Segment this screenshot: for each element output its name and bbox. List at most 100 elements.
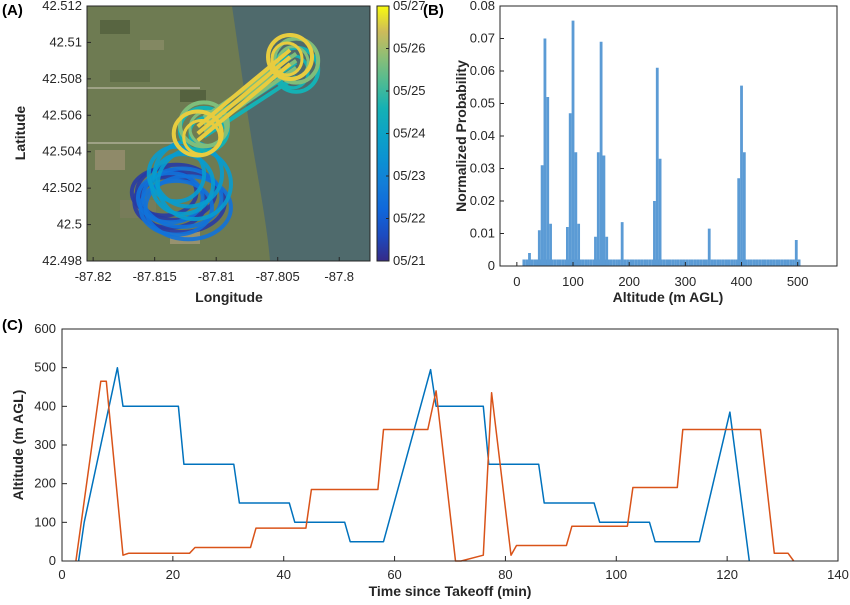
map-axes-box — [86, 5, 371, 262]
map-x-tick-label: -87.805 — [256, 269, 300, 284]
histogram-y-tick-label: 0.03 — [470, 161, 495, 176]
map-y-tick-label: 42.508 — [42, 71, 82, 86]
histogram-y-tick-label: 0.05 — [470, 96, 495, 111]
timeseries-x-tick-label: 20 — [166, 567, 180, 582]
histogram-bar — [617, 259, 621, 266]
colorbar-tick-label: 05/23 — [393, 168, 426, 183]
timeseries-y-tick-label: 400 — [34, 398, 56, 413]
histogram-bar — [671, 259, 675, 266]
histogram-y-tick-label: 0.07 — [470, 31, 495, 46]
timeseries-x-tick-label: 60 — [387, 567, 401, 582]
flight-tracks — [129, 33, 321, 242]
histogram-bar — [766, 259, 770, 266]
panel-label-a: (A) — [2, 2, 23, 19]
track-loop — [266, 33, 315, 81]
histogram-y-tick-label: 0.06 — [470, 63, 495, 78]
histogram-y-label: Normalized Probability — [453, 60, 469, 212]
histogram-x-tick-label: 0 — [513, 274, 520, 289]
histogram-bar — [623, 259, 627, 266]
map-y-label: Latitude — [12, 106, 28, 161]
histogram-bar — [685, 259, 689, 266]
histogram-bar — [631, 259, 635, 266]
histogram-bar — [742, 152, 746, 266]
histogram-bar — [530, 259, 534, 266]
colorbar-tick-label: 05/21 — [393, 253, 426, 268]
timeseries-x-tick-label: 40 — [276, 567, 290, 582]
histogram-bar — [561, 259, 565, 266]
timeseries-x-tick-label: 80 — [498, 567, 512, 582]
histogram-bar — [574, 152, 578, 266]
track-transit — [196, 62, 292, 143]
timeseries-y-tick-label: 0 — [49, 553, 56, 568]
histogram-bar — [522, 259, 526, 266]
histogram-bar — [721, 259, 725, 266]
histogram-bar — [780, 259, 784, 266]
colorbar-tick-label: 05/25 — [393, 83, 426, 98]
histogram-bar — [702, 259, 706, 266]
histogram-bar — [587, 259, 590, 266]
histogram-y-tick-label: 0.02 — [470, 193, 495, 208]
track-loop — [182, 119, 222, 156]
timeseries-x-label: Time since Takeoff (min) — [369, 583, 532, 599]
histogram-bar — [584, 259, 588, 266]
histogram-bar — [755, 259, 759, 266]
histogram-x-tick-label: 300 — [674, 274, 696, 289]
timeseries-x-tick-label: 100 — [605, 567, 627, 582]
map-y-tick-label: 42.506 — [42, 107, 82, 122]
histogram-bar — [769, 259, 773, 266]
histogram-bar — [676, 259, 680, 266]
histogram-bar — [655, 67, 659, 266]
map-y-tick-label: 42.502 — [42, 180, 82, 195]
histogram-bar — [602, 155, 606, 266]
colorbar-tick-label: 05/24 — [393, 126, 426, 141]
altitude-series-orange — [75, 380, 795, 562]
map-y-tick-label: 42.498 — [42, 253, 82, 268]
histogram-bar — [775, 259, 779, 266]
timeseries-y-tick-label: 200 — [34, 476, 56, 491]
histogram-bars — [522, 20, 801, 266]
histogram-bar — [730, 259, 734, 266]
terrain-patch — [95, 150, 125, 170]
histogram-bar — [690, 259, 694, 266]
histogram-y-tick-label: 0.04 — [470, 128, 495, 143]
map-y-tick-label: 42.5 — [57, 217, 82, 232]
histogram-x-tick-label: 500 — [787, 274, 809, 289]
histogram-bar — [599, 41, 603, 266]
terrain-patch — [110, 70, 150, 82]
histogram-bar — [629, 259, 632, 266]
map-y-tick-label: 42.504 — [42, 144, 82, 159]
histogram-bar — [747, 259, 750, 266]
track-loop — [270, 41, 304, 77]
histogram-bar — [565, 227, 569, 266]
histogram-y-tick-label: 0.08 — [470, 0, 495, 13]
map-x-tick-label: -87.8 — [324, 269, 354, 284]
map-y-tick-label: 42.512 — [42, 0, 82, 13]
histogram-bar — [772, 259, 776, 266]
histogram-bar — [549, 223, 552, 266]
histogram-bar — [713, 259, 717, 266]
histogram-bar — [594, 236, 597, 266]
timeseries-y-tick-label: 500 — [34, 360, 56, 375]
altitude-lines — [75, 366, 795, 562]
histogram-bar — [658, 158, 662, 266]
histogram-bar — [643, 259, 647, 266]
map-x-tick-label: -87.82 — [75, 269, 112, 284]
histogram-bar — [615, 259, 618, 266]
histogram-bar — [568, 113, 572, 266]
histogram-bar — [537, 230, 541, 266]
histogram-bar — [789, 259, 793, 266]
histogram-bar — [546, 97, 550, 266]
map-x-tick-label: -87.81 — [198, 269, 235, 284]
histogram-bar — [786, 259, 790, 266]
histogram-y-tick-label: 0.01 — [470, 226, 495, 241]
histogram-bar — [724, 259, 728, 266]
histogram-bar — [682, 259, 686, 266]
map-x-label: Longitude — [195, 289, 263, 305]
histogram-bar — [797, 259, 801, 266]
histogram-bar — [733, 259, 736, 266]
histogram-bar — [761, 259, 764, 266]
colorbar-tick-label: 05/26 — [393, 41, 426, 56]
histogram-bar — [674, 259, 677, 266]
altitude-series-blue — [77, 366, 751, 562]
